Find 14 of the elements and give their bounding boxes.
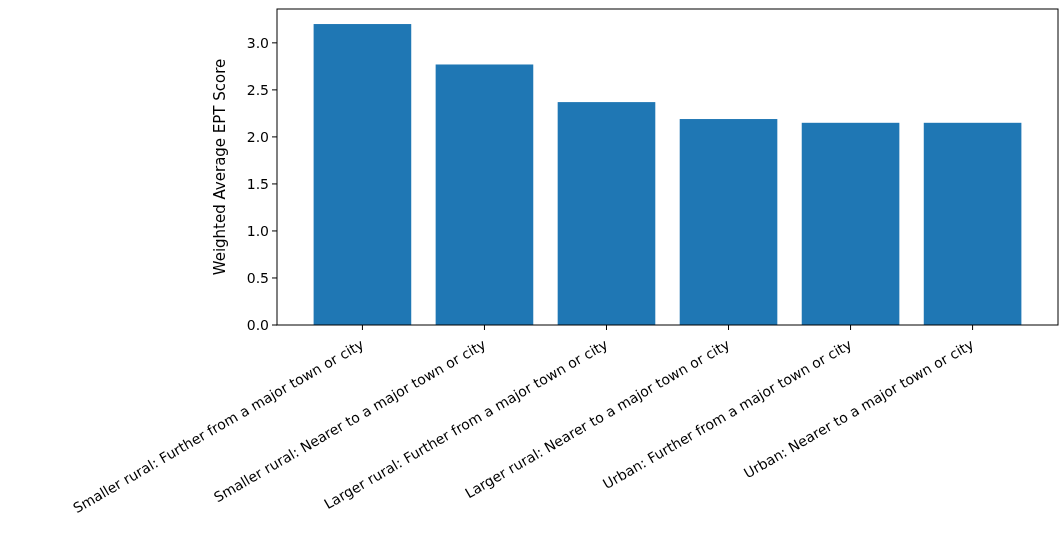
y-tick-label: 3.0 [246,34,269,51]
y-tick-label: 2.0 [246,128,269,145]
y-tick-label: 0.5 [246,269,269,286]
y-tick-label: 0.0 [246,316,269,333]
bar [435,64,534,325]
bar [679,119,778,325]
bar [923,122,1022,325]
y-tick-label: 1.5 [246,175,269,192]
y-tick-label: 2.5 [246,81,269,98]
y-axis-title: Weighted Average EPT Score [211,58,229,276]
bar [557,102,656,325]
bar [801,122,900,325]
bar [313,24,412,325]
y-tick-label: 1.0 [246,222,269,239]
